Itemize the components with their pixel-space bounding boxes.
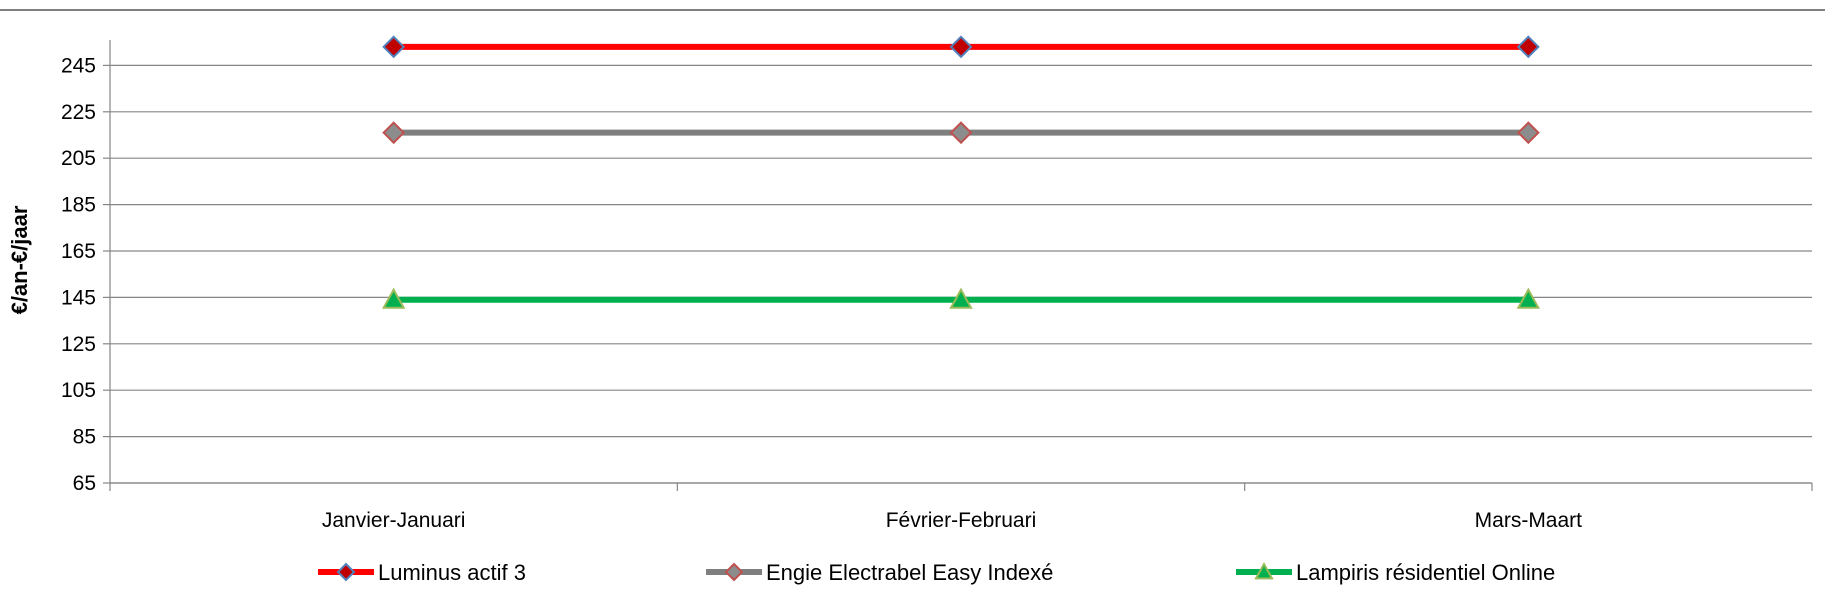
legend: Luminus actif 3 Engie Electrabel Easy Ind… bbox=[318, 560, 1555, 585]
y-axis-title: €/an-€/jaar bbox=[7, 205, 32, 314]
data-point-marker bbox=[1516, 287, 1541, 309]
y-tick-label: 105 bbox=[61, 379, 96, 402]
x-tick-label: Janvier-Januari bbox=[322, 509, 466, 532]
y-tick-label: 245 bbox=[61, 54, 96, 77]
y-tick-label: 185 bbox=[61, 194, 96, 217]
data-point-marker bbox=[1516, 121, 1540, 145]
legend-label: Engie Electrabel Easy Indexé bbox=[766, 560, 1053, 585]
y-tick-label: 165 bbox=[61, 240, 96, 263]
x-tick-label: Mars-Maart bbox=[1475, 509, 1583, 532]
axes: 65 85 105 125 145 165 185 205 225 245 Janvier-Janu… bbox=[61, 40, 1813, 532]
x-tick-label: Février-Februari bbox=[886, 509, 1037, 532]
legend-marker bbox=[336, 562, 356, 582]
y-tick-label: 205 bbox=[61, 147, 96, 170]
y-tick-label: 125 bbox=[61, 333, 96, 356]
legend-label: Lampiris résidentiel Online bbox=[1296, 560, 1555, 585]
series-lines bbox=[393, 43, 1529, 303]
data-point-marker bbox=[382, 121, 406, 145]
series-markers bbox=[381, 35, 1541, 309]
data-point-marker bbox=[382, 35, 406, 59]
y-tick-label: 145 bbox=[61, 286, 96, 309]
legend-marker bbox=[724, 562, 744, 582]
data-point-marker bbox=[949, 287, 973, 309]
data-point-marker bbox=[949, 121, 973, 145]
y-tick-label: 65 bbox=[73, 472, 96, 495]
data-point-marker bbox=[381, 287, 406, 309]
data-point-marker bbox=[949, 35, 973, 59]
legend-marker bbox=[1254, 561, 1274, 580]
y-tick-label: 225 bbox=[61, 101, 96, 124]
y-tick-label: 85 bbox=[73, 426, 96, 449]
data-point-marker bbox=[1516, 35, 1540, 59]
legend-label: Luminus actif 3 bbox=[378, 560, 526, 585]
